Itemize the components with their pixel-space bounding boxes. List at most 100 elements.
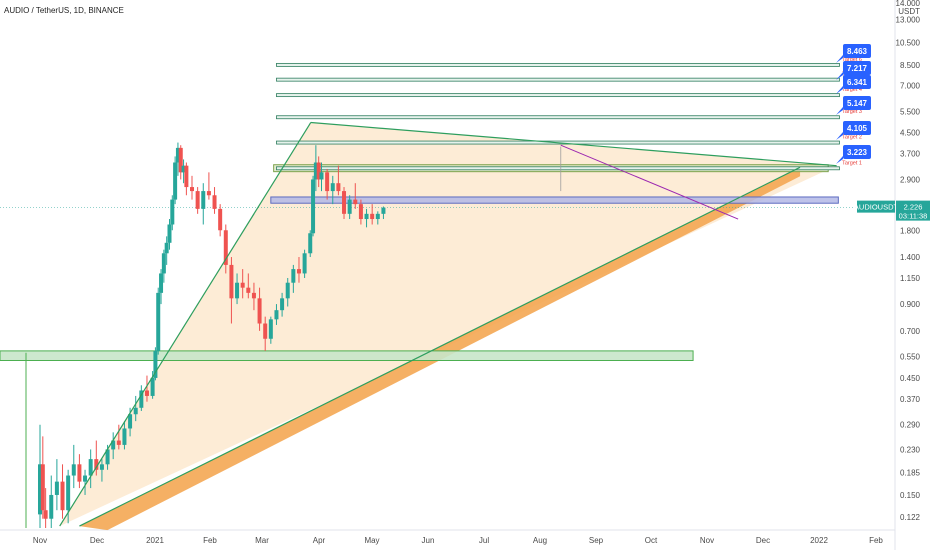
candle bbox=[370, 204, 375, 225]
price-tag-countdown: 03:11:38 bbox=[899, 212, 928, 221]
target-badge-pointer bbox=[836, 132, 843, 140]
candle bbox=[229, 257, 234, 324]
candle bbox=[170, 195, 175, 231]
x-tick-label: Aug bbox=[533, 536, 547, 545]
target-badge-value: 5.147 bbox=[847, 99, 868, 108]
candle bbox=[280, 292, 285, 317]
candle bbox=[212, 187, 217, 214]
y-tick-label: 10.500 bbox=[896, 38, 921, 47]
candle bbox=[60, 464, 65, 519]
candle bbox=[223, 224, 228, 274]
candle bbox=[139, 385, 144, 411]
target-badge-pointer bbox=[836, 86, 843, 94]
target-label: Target 4 bbox=[842, 87, 862, 93]
candle bbox=[99, 459, 104, 482]
candle bbox=[347, 195, 352, 220]
candle-body bbox=[38, 464, 42, 515]
candle bbox=[325, 168, 330, 200]
candle bbox=[144, 375, 149, 402]
x-axis[interactable]: Nov Dec 2021 Feb Mar Apr May Jun Jul Aug Sep Oct Nov… bbox=[33, 536, 884, 545]
target-badge-value: 6.341 bbox=[847, 78, 868, 87]
y-axis[interactable]: 0.122 0.150 0.185 0.230 0.290 0.370 0.450 0.550… bbox=[896, 0, 921, 522]
x-tick-label: Feb bbox=[203, 536, 217, 545]
triangle-left-edge bbox=[59, 122, 312, 527]
chart-title: AUDIO / TetherUS, 1D, BINANCE bbox=[4, 6, 124, 15]
candle-body bbox=[280, 298, 285, 311]
x-tick-label: Jul bbox=[479, 536, 489, 545]
target-badge: 5.147 bbox=[836, 96, 871, 115]
candle-body bbox=[296, 269, 301, 274]
candle bbox=[206, 172, 211, 200]
candle bbox=[330, 175, 335, 205]
candle-body bbox=[240, 282, 245, 288]
target-badge-pointer bbox=[836, 107, 843, 115]
target-line bbox=[276, 93, 840, 98]
candle-body bbox=[336, 183, 341, 192]
candle bbox=[263, 316, 268, 351]
target-badge-pointer bbox=[836, 55, 843, 63]
y-tick-label: 0.450 bbox=[900, 374, 921, 383]
resistance-zone bbox=[270, 196, 839, 204]
candle-body bbox=[313, 162, 318, 180]
candle bbox=[71, 444, 76, 489]
candle-body bbox=[257, 298, 262, 324]
y-tick-label: 0.150 bbox=[900, 491, 921, 500]
y-tick-label: 7.000 bbox=[900, 82, 921, 91]
target-badge-value: 4.105 bbox=[847, 124, 868, 133]
candle-body bbox=[358, 204, 363, 220]
candle bbox=[381, 206, 386, 220]
candle-body bbox=[235, 282, 240, 299]
y-tick-label: 5.500 bbox=[900, 107, 921, 116]
target-badge-pointer bbox=[836, 156, 843, 164]
candle bbox=[291, 264, 296, 293]
x-tick-label: Sep bbox=[589, 536, 604, 545]
candle-body bbox=[190, 187, 195, 192]
candle bbox=[184, 162, 189, 196]
candle bbox=[43, 488, 48, 528]
candle bbox=[122, 421, 127, 450]
y-tick-label: 0.370 bbox=[900, 395, 921, 404]
candle-body bbox=[308, 233, 313, 254]
candle-body bbox=[71, 464, 76, 476]
candle-body bbox=[94, 459, 99, 470]
x-tick-label: Dec bbox=[756, 536, 770, 545]
candle-body bbox=[251, 292, 256, 299]
candle bbox=[77, 454, 82, 489]
candle bbox=[336, 165, 341, 196]
candle-body bbox=[159, 273, 164, 293]
candle-body bbox=[156, 292, 161, 351]
candle-body bbox=[319, 172, 324, 180]
target-line bbox=[276, 62, 840, 67]
candle bbox=[313, 145, 318, 192]
x-tick-label: Apr bbox=[313, 536, 326, 545]
x-tick-label: 2021 bbox=[146, 536, 164, 545]
x-tick-label: Nov bbox=[700, 536, 714, 545]
y-tick-label: 1.800 bbox=[900, 226, 921, 235]
triangle-fill bbox=[59, 122, 837, 527]
candle-body bbox=[175, 147, 180, 163]
price-tag-value: 2.226 bbox=[904, 203, 923, 212]
y-tick-label: 0.550 bbox=[900, 353, 921, 362]
candle bbox=[257, 287, 262, 331]
x-tick-label: 2022 bbox=[810, 536, 828, 545]
candle-body bbox=[375, 213, 380, 220]
y-tick-label: 2.900 bbox=[900, 175, 921, 184]
candle-body bbox=[364, 213, 369, 220]
candle-body bbox=[353, 199, 358, 205]
candle-body bbox=[330, 183, 335, 192]
candle-body bbox=[342, 191, 347, 214]
candle bbox=[285, 277, 290, 307]
target-badge: 6.341 bbox=[836, 75, 871, 94]
candle-body bbox=[173, 162, 178, 200]
x-tick-label: Mar bbox=[255, 536, 269, 545]
candle-body bbox=[105, 449, 110, 465]
candle bbox=[40, 436, 45, 519]
candle bbox=[153, 347, 158, 381]
candle-body bbox=[325, 172, 330, 192]
candle-body bbox=[302, 253, 307, 274]
candle-body bbox=[316, 162, 321, 180]
candle-body bbox=[381, 207, 386, 214]
support-trendline bbox=[79, 166, 801, 527]
